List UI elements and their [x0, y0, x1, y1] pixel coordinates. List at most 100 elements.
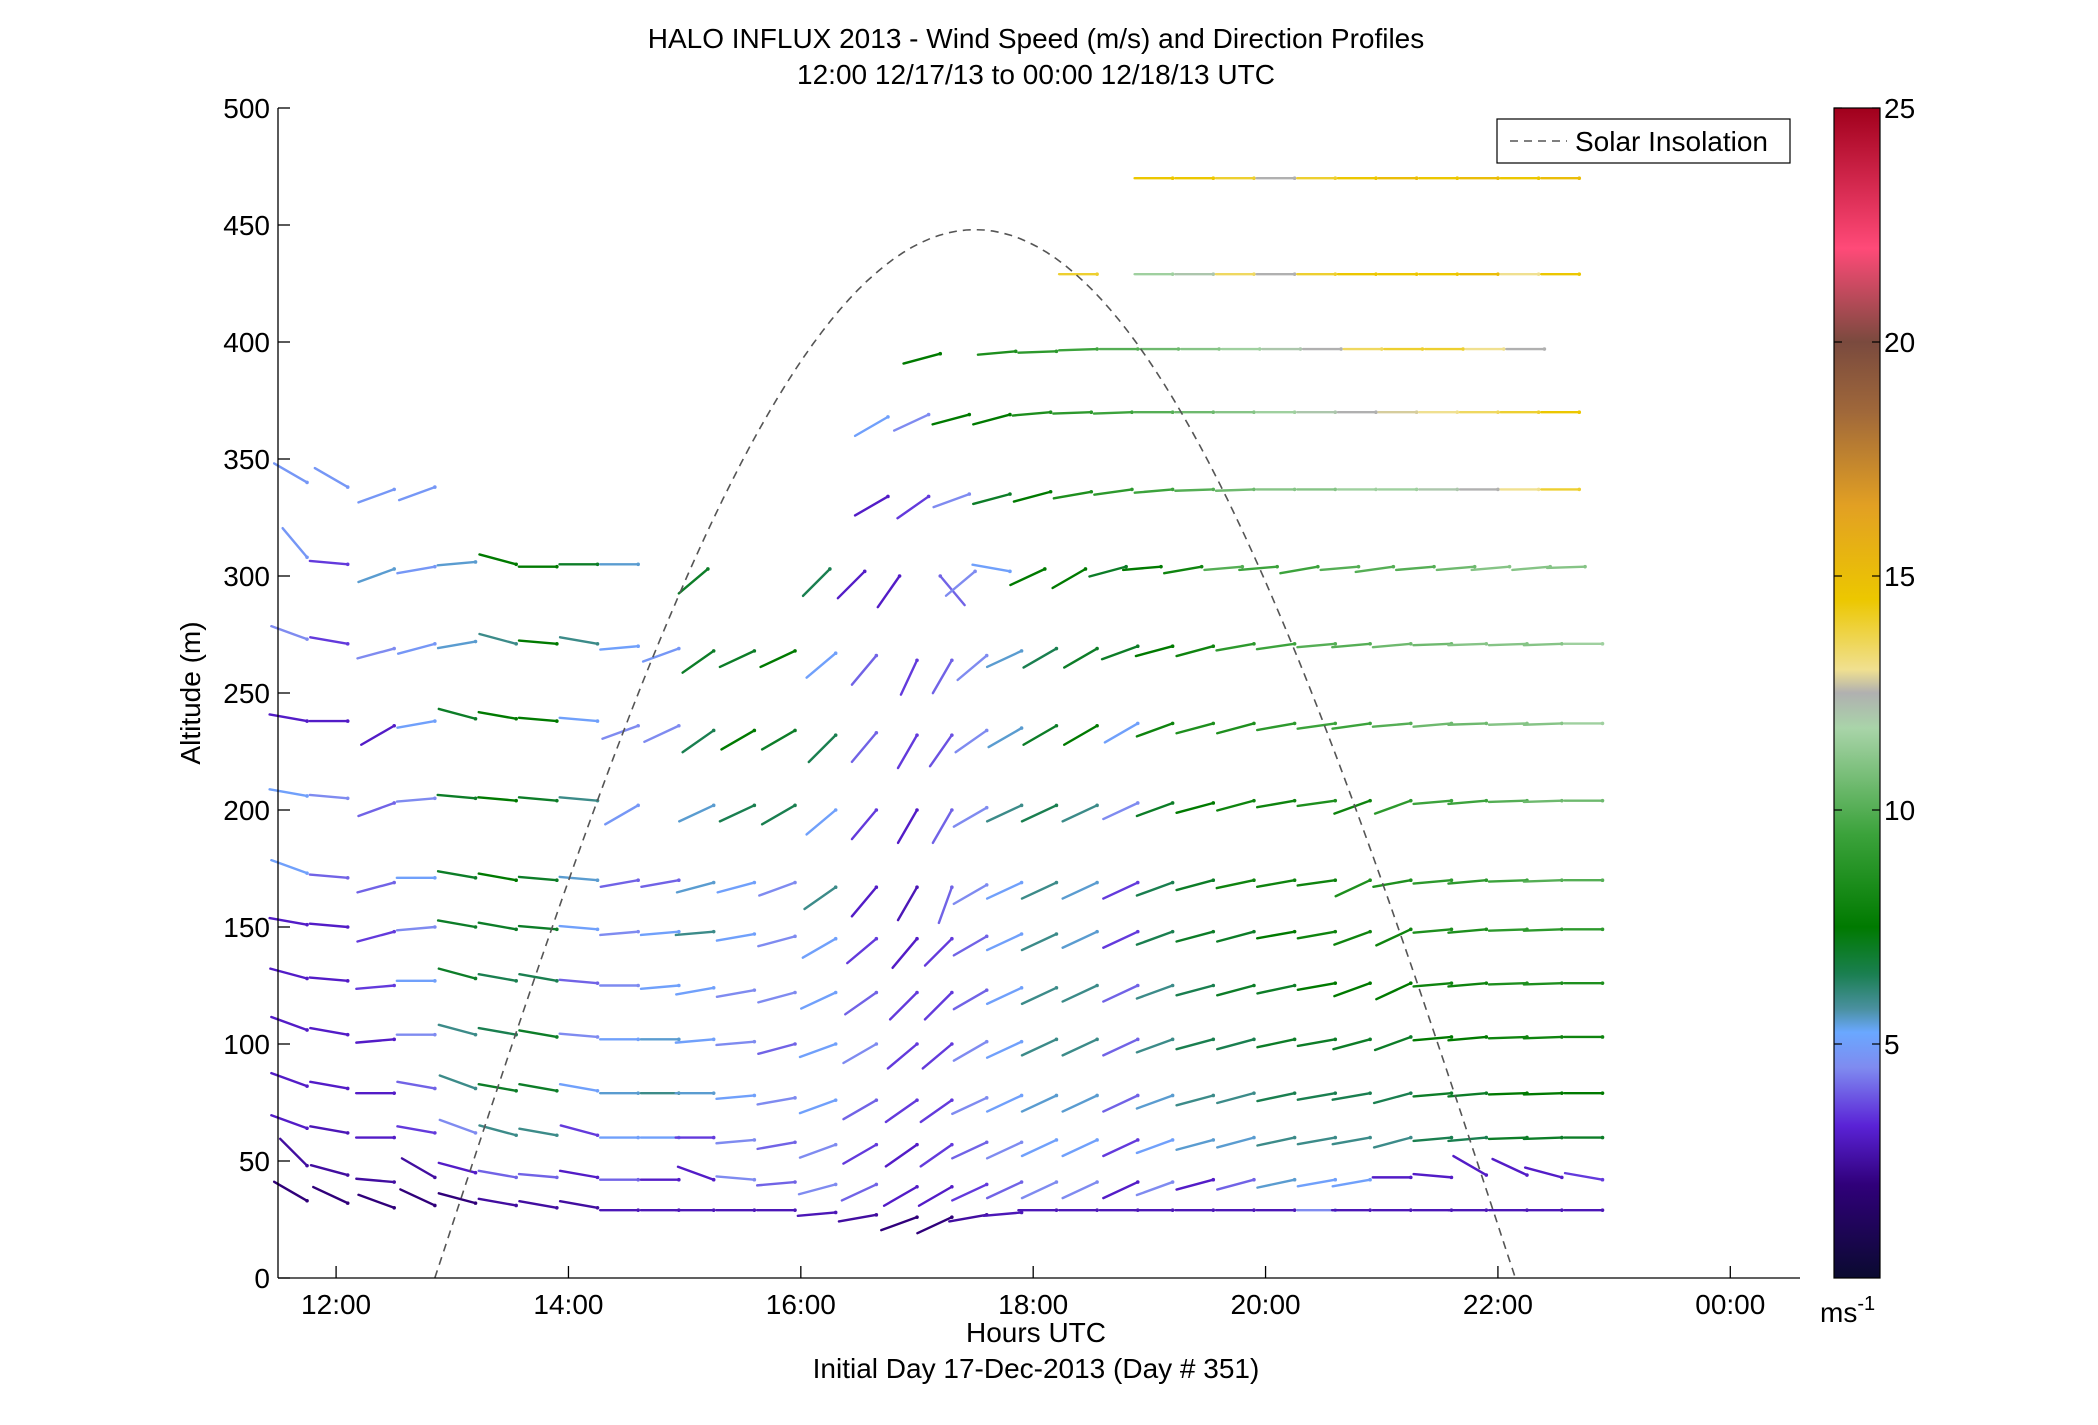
wind-barb-point	[1542, 347, 1547, 351]
wind-barb	[1296, 879, 1337, 887]
wind-barb	[400, 1157, 437, 1179]
wind-barb-point	[392, 646, 396, 651]
wind-barb-point	[1135, 1093, 1140, 1098]
wind-barb	[931, 659, 954, 695]
wind-barb-point	[1368, 1091, 1372, 1095]
wind-barb	[836, 570, 866, 600]
wind-barb-point	[984, 728, 989, 733]
wind-barb-point	[1292, 176, 1297, 180]
wind-barb	[1175, 645, 1215, 658]
wind-barb-point	[636, 1037, 640, 1042]
wind-barb-point	[862, 569, 867, 574]
wind-barb-point	[1408, 878, 1413, 882]
wind-barb-point	[595, 1089, 600, 1093]
wind-barb-point	[1368, 878, 1372, 882]
wind-barb-point	[752, 1039, 757, 1044]
wind-barb	[1522, 879, 1564, 883]
wind-barb	[1522, 1035, 1564, 1040]
wind-barb-point	[1019, 932, 1024, 936]
wind-barb	[1175, 984, 1215, 997]
wind-barb-point	[1054, 803, 1059, 808]
wind-barb	[1256, 1038, 1296, 1049]
wind-barb	[477, 1197, 518, 1207]
wind-barb	[715, 1040, 756, 1047]
colorbar-unit: ms-1	[1820, 1293, 1875, 1328]
wind-barb-point	[1449, 1175, 1454, 1180]
wind-barb-point	[345, 876, 350, 880]
wind-barb	[1061, 1094, 1099, 1113]
wind-barb	[884, 1098, 919, 1124]
wind-barb-point	[636, 1208, 640, 1212]
wind-barb	[1354, 565, 1395, 574]
wind-barb-point	[1484, 721, 1489, 726]
wind-barb	[1487, 1091, 1529, 1096]
wind-barb	[681, 729, 715, 754]
wind-barb	[798, 1098, 837, 1115]
wind-barb	[951, 1183, 988, 1202]
wind-barb	[676, 1165, 715, 1181]
wind-barb-point	[915, 990, 919, 995]
wind-barb-point	[305, 480, 309, 485]
wind-barb	[1062, 724, 1099, 746]
wind-barb-point	[1600, 981, 1605, 985]
y-tick-label: 100	[223, 1029, 270, 1060]
wind-barb-point	[433, 564, 437, 569]
wind-barb-point	[1054, 723, 1059, 728]
wind-barb-point	[1135, 880, 1140, 885]
wind-barb-point	[1356, 564, 1361, 569]
wind-barb-point	[1316, 564, 1320, 569]
wind-barb	[272, 462, 309, 484]
wind-barb-point	[1019, 880, 1024, 885]
wind-barb-point	[1484, 642, 1489, 646]
wind-barb	[1102, 801, 1139, 821]
wind-barb-point	[711, 880, 716, 885]
wind-barb-point	[793, 803, 797, 808]
wind-barb-point	[305, 1163, 309, 1168]
wind-barb	[952, 883, 988, 906]
wind-barb	[853, 415, 890, 438]
y-tick-label: 50	[239, 1146, 270, 1177]
wind-barb	[437, 967, 477, 980]
wind-barb-point	[1600, 1177, 1605, 1182]
wind-barb-point	[752, 1093, 757, 1098]
wind-barb-point	[1170, 721, 1175, 726]
wind-barb-point	[1095, 983, 1099, 988]
wind-barb-point	[1048, 410, 1053, 415]
wind-barb-point	[1252, 721, 1256, 726]
wind-barb	[1487, 879, 1529, 883]
wind-barb	[601, 724, 640, 740]
wind-barb-point	[473, 1170, 478, 1175]
y-tick-label: 300	[223, 561, 270, 592]
wind-barb-point	[915, 658, 919, 663]
wind-barb	[805, 652, 837, 679]
wind-barb	[756, 1096, 797, 1106]
wind-barb-point	[984, 653, 989, 658]
wind-barb-point	[473, 976, 478, 981]
wind-barb-point	[677, 983, 681, 988]
wind-barb-point	[874, 885, 879, 890]
wind-barb-point	[897, 574, 902, 578]
wind-barb-point	[1374, 176, 1378, 180]
wind-barb-point	[874, 1098, 879, 1102]
wind-barb-point	[915, 936, 919, 941]
colorbar-tick-label: 20	[1884, 327, 1915, 358]
wind-barb	[1371, 642, 1412, 649]
wind-barb-point	[950, 1042, 954, 1046]
wind-barb-point	[1135, 644, 1140, 648]
wind-barb-point	[433, 876, 437, 880]
wind-barb	[1020, 1038, 1058, 1057]
wind-barb	[798, 1042, 837, 1059]
wind-barb	[396, 642, 437, 655]
wind-barb	[640, 879, 681, 888]
wind-barb	[1487, 928, 1529, 932]
wind-barb-point	[636, 803, 640, 808]
wind-barb-point	[514, 1203, 518, 1208]
wind-barb	[312, 1185, 349, 1205]
wind-barb-point	[1013, 349, 1018, 354]
wind-barb	[356, 881, 396, 894]
wind-barb-point	[752, 1177, 757, 1182]
wind-barb-point	[1135, 721, 1140, 726]
legend: Solar Insolation	[1496, 118, 1791, 164]
wind-barb-point	[595, 981, 600, 985]
wind-barb-point	[636, 1091, 640, 1095]
